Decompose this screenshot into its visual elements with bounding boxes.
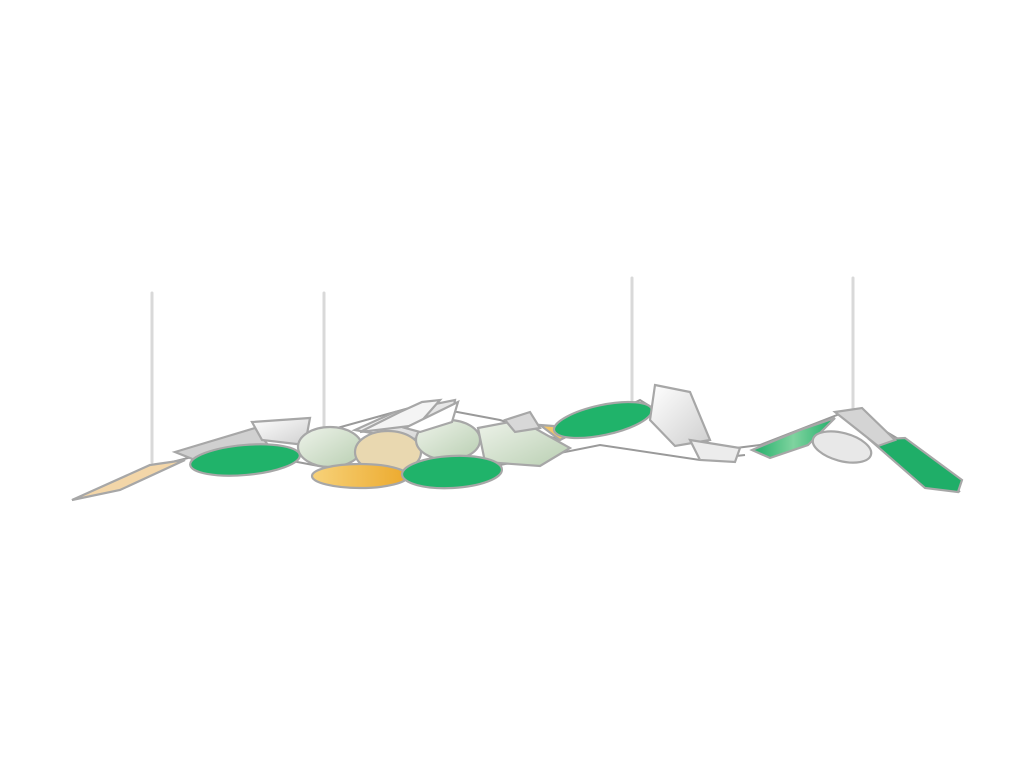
panel-green-2 (400, 454, 504, 490)
top-panels (359, 398, 460, 434)
panel-silver-6 (811, 430, 873, 464)
suspension-cables (150, 276, 855, 464)
panel-amber-1 (310, 462, 410, 490)
panel-green-1 (189, 443, 301, 477)
panel-green-4 (867, 436, 964, 494)
green-panels (189, 400, 964, 494)
right-panels (648, 383, 898, 464)
panel-green-3 (552, 400, 654, 440)
left-tail-panels (71, 426, 270, 502)
panel-sage-1 (296, 425, 364, 469)
panel-mint-1 (648, 383, 712, 448)
panel-silver-5 (832, 406, 898, 448)
panel-white-2 (401, 399, 460, 434)
panel-silver-3 (503, 410, 542, 434)
panel-silver-4 (688, 438, 742, 464)
tail-panel-amber (71, 458, 186, 502)
